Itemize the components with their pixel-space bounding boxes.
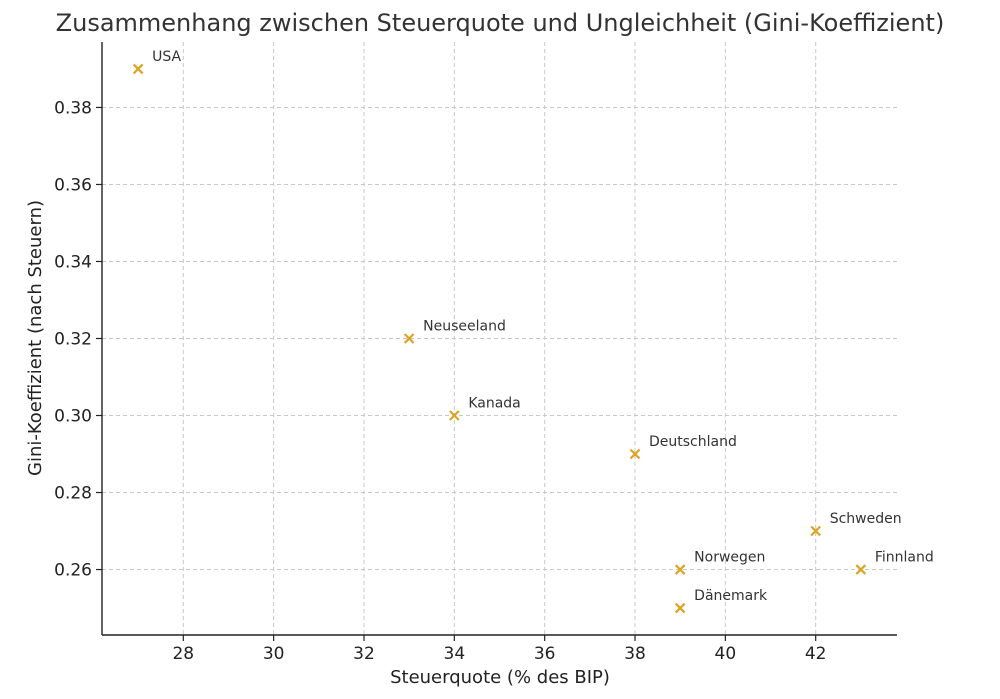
data-point: Finnland xyxy=(855,550,934,575)
point-marker-stroke xyxy=(403,333,415,344)
data-point: Deutschland xyxy=(629,434,737,460)
y-tick-label: 0.26 xyxy=(54,561,92,581)
y-tick-label: 0.32 xyxy=(54,330,92,350)
x-tick-label: 42 xyxy=(805,644,827,664)
y-axis-label: Gini-Koeffizient (nach Steuern) xyxy=(25,200,46,476)
point-marker-stroke xyxy=(629,448,641,460)
x-tick-label: 28 xyxy=(172,644,194,664)
data-point: Norwegen xyxy=(674,550,765,575)
data-point: Neuseeland xyxy=(403,319,506,344)
point-label: Deutschland xyxy=(649,434,737,450)
points-layer: USA Neuseeland Kanada Deutschland Schweden No… xyxy=(132,49,934,614)
y-tick-label: 0.34 xyxy=(54,252,92,272)
ticks-layer: 28 30 32 34 36 38 40 42 0.26 0.28 0.30 0.32 0.34 0.36… xyxy=(54,98,826,664)
x-tick-label: 36 xyxy=(534,644,556,664)
data-point: Schweden xyxy=(810,511,902,537)
x-axis-label: Steuerquote (% des BIP) xyxy=(390,667,610,688)
point-marker-stroke xyxy=(674,602,686,614)
y-tick-label: 0.28 xyxy=(54,484,92,504)
data-point: Kanada xyxy=(449,396,521,421)
data-point: Dänemark xyxy=(674,588,768,614)
point-marker-stroke xyxy=(674,564,686,575)
grid-layer xyxy=(102,42,897,635)
x-tick-label: 30 xyxy=(263,644,285,664)
x-tick-label: 32 xyxy=(353,644,375,664)
data-point: USA xyxy=(132,49,182,75)
point-marker-stroke xyxy=(810,525,821,537)
point-label: USA xyxy=(152,49,181,65)
y-tick-label: 0.30 xyxy=(54,407,92,427)
chart-title: Zusammenhang zwischen Steuerquote und Un… xyxy=(56,9,945,37)
y-tick-label: 0.36 xyxy=(54,175,92,195)
y-tick-label: 0.38 xyxy=(54,98,92,118)
point-marker-stroke xyxy=(855,564,867,575)
x-tick-label: 40 xyxy=(715,644,737,664)
point-label: Dänemark xyxy=(694,588,768,604)
point-label: Finnland xyxy=(875,550,934,566)
point-label: Neuseeland xyxy=(423,319,506,335)
x-tick-label: 38 xyxy=(624,644,646,664)
point-marker-stroke xyxy=(449,410,460,421)
point-label: Kanada xyxy=(468,396,520,412)
point-marker-stroke xyxy=(132,63,144,75)
point-label: Norwegen xyxy=(694,550,765,566)
x-tick-label: 34 xyxy=(444,644,466,664)
point-label: Schweden xyxy=(830,511,902,527)
